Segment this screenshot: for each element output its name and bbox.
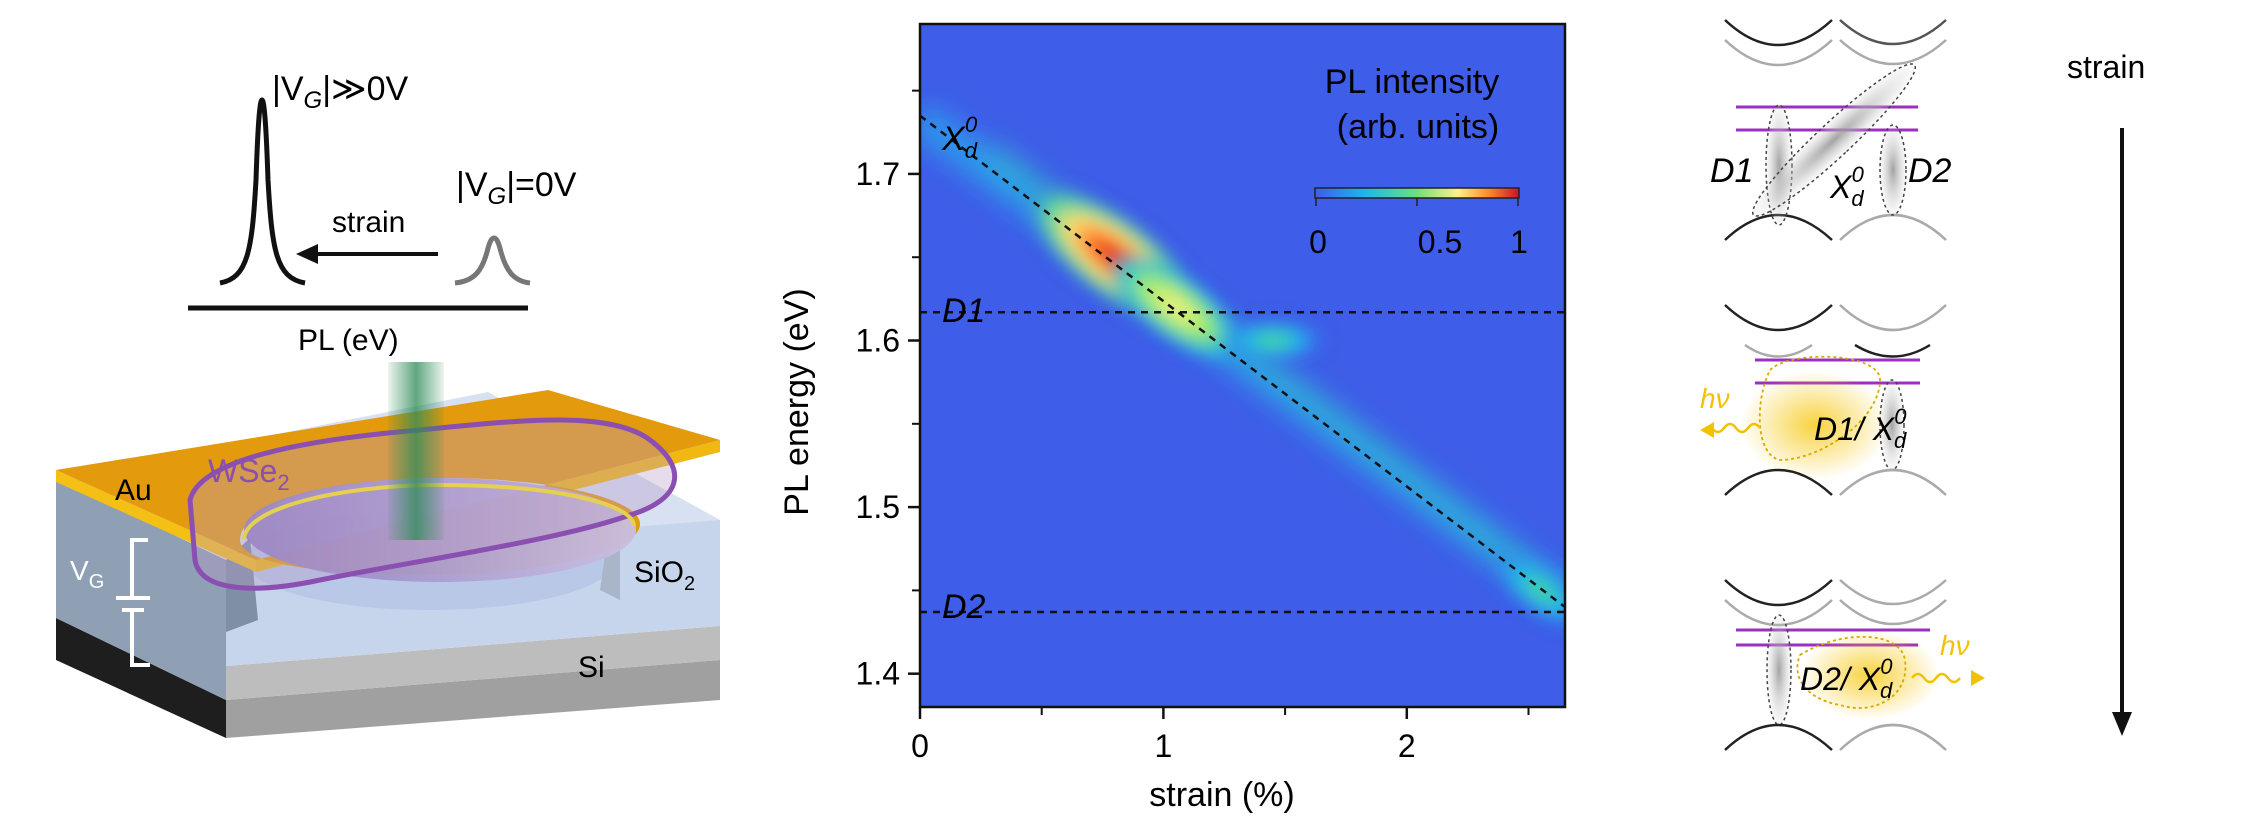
line-label-d1: D1	[942, 292, 985, 330]
colorbar-title-line2: (arb. units)	[1337, 108, 1500, 146]
emission-arrow-icon-2	[1971, 670, 1985, 686]
band-diagram-middle	[1700, 304, 1947, 496]
pl-low-vg-label: |VG|=0V	[456, 166, 577, 210]
gate-voltage-symbol	[116, 538, 150, 667]
plot-frame	[918, 22, 1567, 709]
x-axis-label: strain (%)	[1149, 776, 1294, 814]
down-arrow-icon	[2112, 712, 2132, 736]
bot-d2-xd0-label: D2/ Xd0	[1800, 654, 1893, 703]
si-face	[226, 626, 720, 700]
y-tick-label: 1.6	[856, 323, 900, 359]
pl-peak-low	[454, 235, 531, 286]
device-illustration	[56, 362, 720, 738]
bot-hv-label: hν	[1940, 630, 1970, 661]
fit-line-xd0	[920, 114, 1565, 609]
vg-label: VG	[70, 555, 104, 593]
au-label: Au	[115, 474, 152, 507]
sio2-side	[56, 478, 226, 700]
y-tick-label: 1.7	[856, 156, 900, 192]
pl-high-vg-label: |VG|≫0V	[272, 70, 409, 114]
x-tick-label: 0	[911, 728, 929, 764]
strain-label-right: strain	[2067, 49, 2145, 85]
strain-arrow-label: strain	[332, 206, 405, 239]
y-axis-label: PL energy (eV)	[778, 288, 816, 515]
mid-d1-xd0-label: D1/ Xd0	[1814, 404, 1907, 453]
line-label-d2: D2	[942, 588, 986, 626]
laser-beam	[388, 362, 444, 540]
emission-arrow-icon	[1700, 422, 1714, 438]
emission-wave-icon-2	[1911, 672, 1961, 684]
heatmap-chart: 0 1 2 1.4 1.5 1.6 1.7	[856, 22, 1567, 764]
y-tick-label: 1.5	[856, 489, 900, 525]
intensity-spot	[1489, 548, 1565, 633]
top-xd0-label: Xd0	[1829, 162, 1865, 211]
arrowhead-icon	[296, 244, 318, 264]
colorbar-title-line1: PL intensity	[1325, 63, 1500, 101]
y-tick-label: 1.4	[856, 656, 900, 692]
wse2-label: WSe2	[208, 453, 290, 495]
spectra-sketch	[188, 97, 531, 311]
colorbar-tick-label-0: 0	[1309, 224, 1327, 260]
colorbar	[1314, 187, 1520, 199]
x-tick-label: 2	[1398, 728, 1416, 764]
si-side	[56, 618, 226, 738]
intensity-spot	[1215, 316, 1331, 365]
au-side	[56, 470, 256, 572]
emission-wave-icon	[1711, 422, 1761, 434]
band-schematics	[1700, 19, 2132, 751]
line-label-xd0: Xd0	[941, 112, 978, 163]
band-diagram-bottom	[1724, 579, 1985, 751]
band-diagram-top	[1724, 19, 1947, 241]
top-d1-label: D1	[1710, 152, 1753, 190]
si-front	[226, 660, 720, 738]
colorbar-tick-label-mid: 0.5	[1418, 224, 1462, 260]
si-label: Si	[578, 651, 605, 684]
colorbar-tick-label-1: 1	[1510, 224, 1528, 260]
x-tick-label: 1	[1154, 728, 1172, 764]
sio2-label: SiO2	[634, 556, 695, 595]
intensity-spot	[1107, 251, 1244, 364]
pl-axis-label: PL (eV)	[298, 324, 399, 357]
mid-hv-label: hν	[1700, 383, 1730, 414]
pl-peak-high	[219, 97, 306, 286]
top-d2-label: D2	[1908, 152, 1952, 190]
